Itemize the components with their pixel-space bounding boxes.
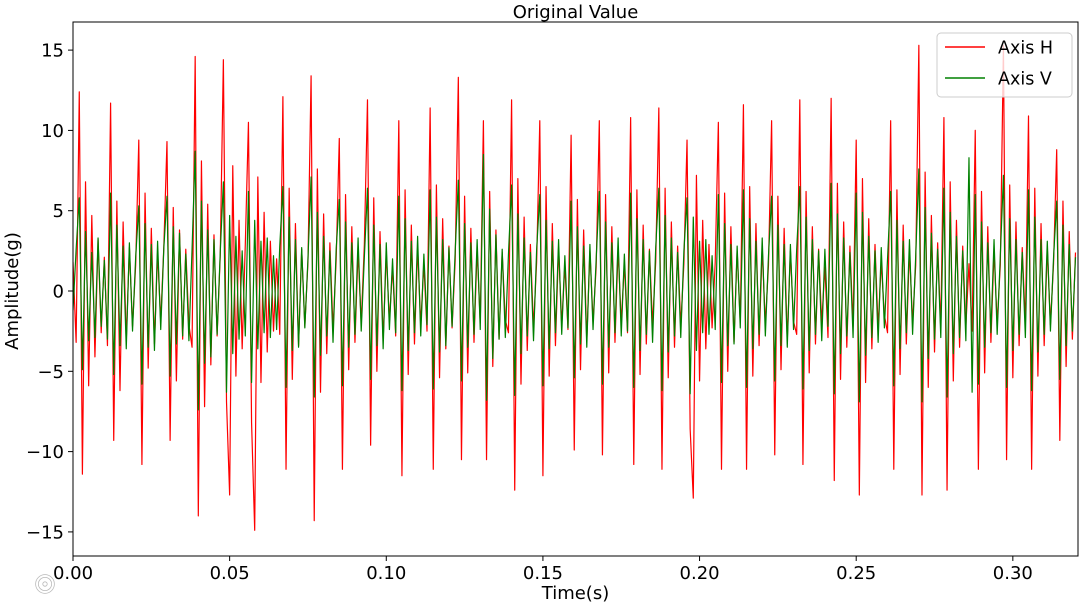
y-tick-label: 5	[53, 201, 64, 222]
y-tick-label: −5	[37, 362, 64, 383]
y-tick-label: −10	[26, 442, 64, 463]
legend-label-axis-h: Axis H	[998, 39, 1053, 59]
legend-frame	[936, 32, 1073, 98]
x-tick-label: 0.25	[836, 563, 876, 584]
y-axis-label: Amplitude(g)	[2, 232, 23, 350]
plot-frame	[72, 21, 1079, 557]
series-line-axis-v	[73, 150, 1077, 411]
watermark-logo-icon	[35, 574, 55, 594]
legend-label-axis-v: Axis V	[998, 70, 1052, 90]
plot-series	[73, 44, 1077, 531]
x-axis-label: Time(s)	[541, 583, 609, 604]
x-tick-label: 0.15	[523, 563, 563, 584]
y-tick-label: 15	[41, 41, 64, 62]
chart-title: Original Value	[513, 2, 639, 23]
legend: Axis H Axis V	[936, 32, 1073, 98]
y-tick-label: −15	[26, 522, 64, 543]
y-tick-label: 10	[41, 121, 64, 142]
x-tick-label: 0.20	[680, 563, 720, 584]
x-tick-label: 0.00	[53, 563, 93, 584]
y-axis-ticks: −15 −10 −5 0 5 10 15	[26, 41, 73, 543]
x-tick-label: 0.10	[366, 563, 406, 584]
y-tick-label: 0	[53, 282, 64, 303]
x-tick-label: 0.30	[993, 563, 1033, 584]
x-tick-label: 0.05	[210, 563, 250, 584]
x-axis-ticks: 0.00 0.05 0.10 0.15 0.20 0.25 0.30	[53, 556, 1033, 584]
